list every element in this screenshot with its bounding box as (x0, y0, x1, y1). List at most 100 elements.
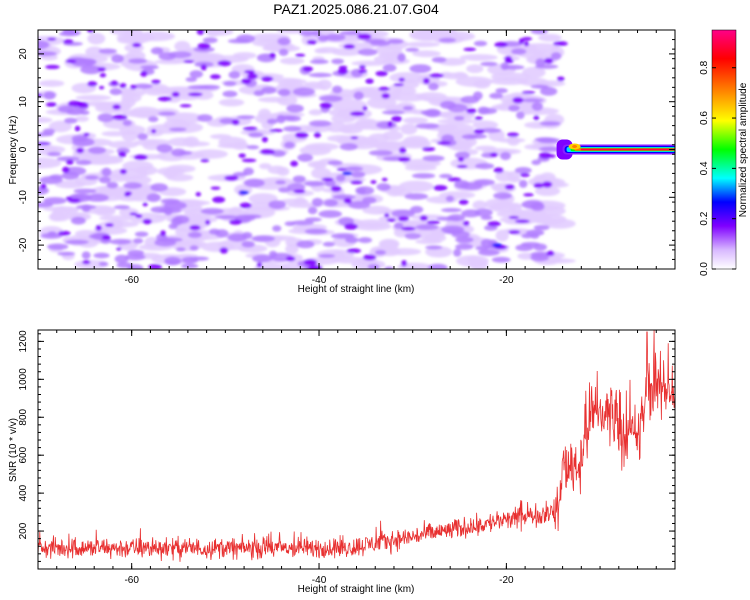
spectrogram-blob (398, 216, 410, 222)
y-tick-label: 800 (18, 408, 29, 425)
spectrogram-blob (338, 65, 348, 70)
spectrogram-blob (99, 215, 135, 222)
spectrogram-blob (281, 78, 307, 85)
spectrogram-blob (456, 164, 468, 169)
spectrogram-blob (512, 96, 524, 104)
spectrogram-blob (480, 238, 494, 248)
spectrogram-blob (261, 136, 268, 143)
spectrogram-blob (189, 224, 201, 231)
y-tick-label: 600 (18, 446, 29, 463)
spectrogram-blob (275, 180, 286, 185)
spectrogram-blob (538, 33, 562, 42)
spectrogram-blob (42, 128, 56, 135)
spectrogram-blob (295, 53, 306, 57)
x-tick-label: -60 (124, 575, 139, 586)
spectrogram-blob (519, 173, 530, 178)
spectrogram-blob (261, 86, 277, 94)
snr-ticks: -60 -40 -20 200 400 600 800 1000 1200 (18, 330, 676, 586)
spectrogram-blob (304, 81, 324, 88)
spectrogram-blob (404, 164, 437, 172)
spectrogram-blob (293, 125, 320, 133)
spectrogram-blob (339, 143, 358, 151)
spectrogram-blob (219, 117, 236, 125)
spectrogram-blob (342, 171, 353, 176)
spectrogram-blob (453, 115, 465, 121)
spectrogram-blob (405, 47, 420, 52)
spectrogram-blob (393, 222, 404, 230)
spectrogram-blob (296, 240, 315, 249)
spectrogram-blob (318, 210, 343, 218)
spectrogram-blob (175, 227, 191, 237)
spectrogram-blob (307, 206, 318, 215)
spectrogram-blob (87, 81, 98, 87)
spectrogram-blob (331, 250, 345, 261)
spectrogram-blob (129, 106, 161, 119)
spectrogram-blob (453, 71, 468, 79)
spectrogram-blob (403, 135, 429, 147)
spectrogram-blob (210, 74, 221, 80)
snr-panel: -60 -40 -20 200 400 600 800 1000 1200 Height of … (8, 329, 676, 595)
spectrogram-blob (353, 91, 364, 100)
spectrogram-blob (489, 92, 503, 99)
spectrogram-blob (358, 69, 368, 74)
spectrogram-blob (358, 237, 373, 244)
spectrogram-blob (97, 113, 114, 123)
spectrogram-blob (48, 120, 72, 133)
spectrogram-blob (40, 232, 63, 239)
spectrogram-blob (531, 102, 544, 111)
spectrogram-blob (144, 236, 159, 248)
spectrogram-blob (64, 117, 78, 124)
spectrogram-blob (248, 132, 264, 138)
spectrogram-blob (74, 125, 81, 132)
spectrogram-blob (540, 86, 558, 96)
spectrogram-blob (445, 195, 455, 202)
spectrogram-blob (521, 200, 544, 209)
spectrogram-blob (521, 90, 536, 95)
spectrogram-blob (495, 229, 509, 242)
spectrogram-blob (386, 218, 396, 222)
spectrogram-blob (493, 192, 513, 200)
spectrogram-blob (98, 176, 111, 184)
spectrogram-blob (223, 80, 237, 87)
spectrogram-blob (283, 125, 302, 132)
spectrogram-blob (98, 85, 105, 90)
spectrogram-blob (142, 139, 161, 151)
spectrogram-blob (455, 76, 493, 87)
spectrogram-blob (286, 104, 304, 113)
spectrogram-blob (293, 189, 306, 194)
spectrogram-blob (306, 39, 317, 45)
spectrogram-blob (359, 119, 379, 127)
spectrogram-blob (291, 220, 314, 226)
spectrogram-blob (480, 215, 493, 221)
spectrogram-blob (473, 128, 485, 134)
spectrogram-blob (350, 180, 363, 185)
spectrogram-blob (98, 48, 117, 54)
spectrogram-blob (182, 141, 211, 147)
spectrogram-blob (112, 104, 121, 110)
spectrogram-blob (544, 57, 554, 64)
spectrogram-blob (114, 254, 129, 264)
spectrogram-blob (66, 159, 74, 165)
colorbar-tick-label: 0.0 (699, 262, 710, 276)
spectrogram-blob (324, 179, 336, 187)
spectrogram-blob (478, 249, 500, 256)
spectrogram-blob (151, 79, 161, 85)
spectrogram-blob (284, 221, 296, 227)
spectrogram-blob (239, 190, 250, 195)
spectrogram-blob (283, 141, 295, 149)
spectrogram-blob (247, 72, 258, 80)
spectrogram-blob (146, 193, 161, 203)
spectrogram-blob (212, 196, 226, 203)
y-tick-label: 1200 (18, 330, 29, 353)
spectrogram-blob (343, 44, 356, 50)
spectrogram-blob (258, 108, 272, 120)
spectrogram-blob (557, 76, 565, 82)
spectrogram-blob (109, 88, 122, 96)
spectrogram-blob (290, 160, 299, 167)
spectrogram-blob (447, 214, 466, 222)
spectrogram-blob (494, 41, 508, 48)
spectrogram-blob (307, 265, 322, 269)
spectrogram-blob (443, 228, 463, 235)
spectrogram-blob (38, 80, 65, 87)
spectrogram-blob (217, 143, 249, 149)
